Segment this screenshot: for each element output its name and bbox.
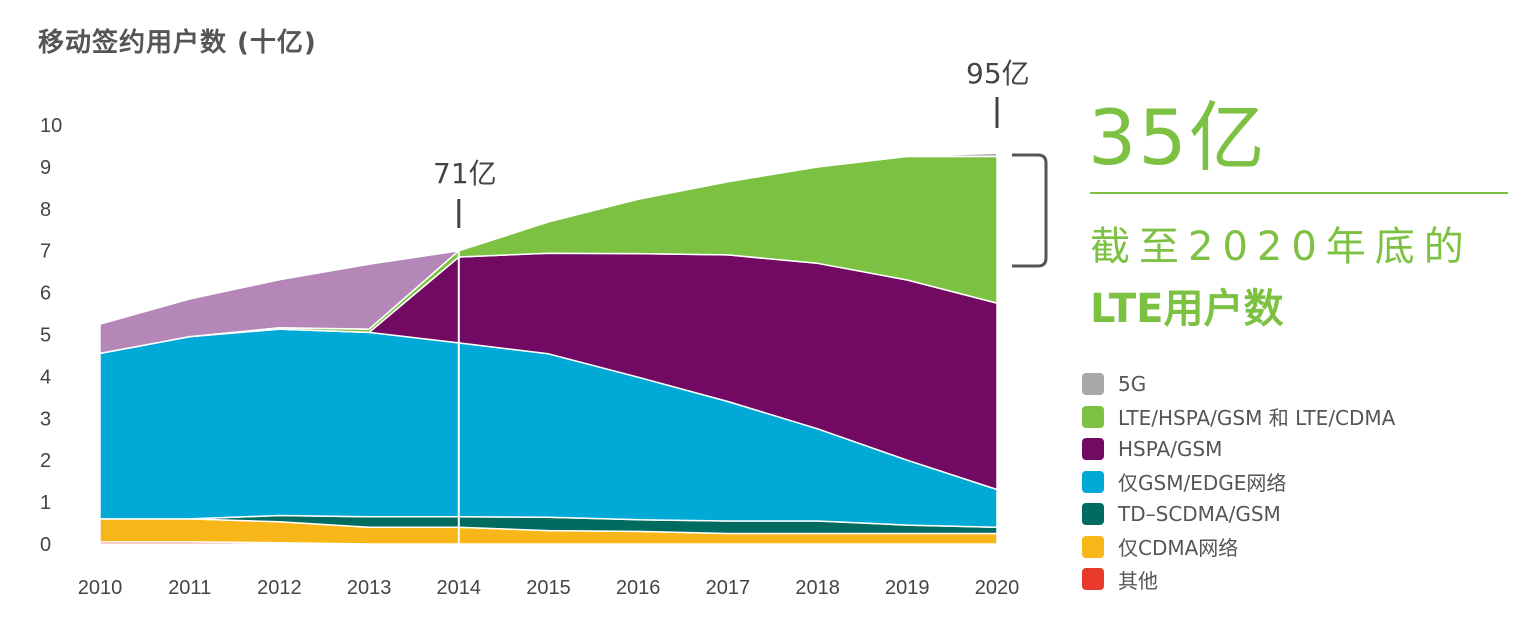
legend-item: TD–SCDMA/GSM	[1082, 498, 1395, 531]
y-tick-label: 6	[40, 283, 51, 305]
lte-highlight-number: 35亿	[1088, 93, 1267, 182]
legend-swatch	[1082, 373, 1104, 396]
x-tick-label: 2016	[616, 577, 661, 599]
legend-item: 其他	[1082, 563, 1395, 596]
y-tick-label: 1	[40, 492, 51, 514]
legend-label: 仅CDMA网络	[1118, 536, 1239, 561]
y-tick-label: 0	[40, 534, 51, 556]
legend-label: 其他	[1118, 568, 1158, 593]
callout-2014: 71亿	[433, 157, 497, 190]
highlight-divider	[1090, 192, 1508, 194]
legend-label: LTE/HSPA/GSM 和 LTE/CDMA	[1118, 406, 1396, 431]
callout-2020: 95亿	[966, 57, 1030, 90]
x-tick-label: 2017	[706, 577, 751, 599]
legend-item: 仅GSM/EDGE网络	[1082, 466, 1395, 499]
legend-swatch	[1082, 438, 1104, 461]
legend-swatch	[1082, 405, 1104, 428]
x-tick-label: 2020	[975, 577, 1020, 599]
lte-bracket	[1012, 153, 1048, 268]
x-axis-ticks: 2010 2011 2012 2013 2014 2015 2016 2017 2018 2019…	[78, 577, 1020, 599]
area-series	[99, 152, 998, 325]
legend: 5G LTE/HSPA/GSM 和 LTE/CDMA HSPA/GSM 仅GSM…	[1082, 368, 1395, 596]
legend-item: 仅CDMA网络	[1082, 531, 1395, 564]
legend-label: 5G	[1118, 372, 1147, 397]
legend-swatch	[1082, 503, 1104, 526]
legend-swatch	[1082, 568, 1104, 591]
legend-item: LTE/HSPA/GSM 和 LTE/CDMA	[1082, 401, 1395, 434]
y-tick-label: 7	[40, 241, 51, 263]
y-tick-label: 2	[40, 450, 51, 472]
lte-highlight-line1: 截至2020年底的	[1090, 224, 1473, 270]
legend-label: TD–SCDMA/GSM	[1118, 502, 1281, 527]
y-axis-ticks: 0 1 2 3 4 5 6 7 8 9 10	[40, 115, 62, 556]
series-areas	[99, 152, 998, 545]
y-tick-label: 9	[40, 157, 51, 179]
y-tick-label: 5	[40, 325, 51, 347]
legend-label: 仅GSM/EDGE网络	[1118, 471, 1287, 496]
x-tick-label: 2010	[78, 577, 123, 599]
x-tick-label: 2019	[885, 577, 930, 599]
legend-item: 5G	[1082, 368, 1395, 401]
x-tick-label: 2013	[347, 577, 392, 599]
legend-swatch	[1082, 470, 1104, 493]
x-tick-label: 2014	[437, 577, 482, 599]
legend-swatch	[1082, 535, 1104, 558]
x-tick-label: 2012	[257, 577, 302, 599]
y-tick-label: 3	[40, 408, 51, 430]
x-tick-label: 2015	[526, 577, 571, 599]
y-tick-label: 8	[40, 199, 51, 221]
chart-title: 移动签约用户数 (十亿)	[38, 28, 317, 58]
x-tick-label: 2011	[168, 577, 211, 599]
x-tick-label: 2018	[795, 577, 840, 599]
y-tick-label: 4	[40, 366, 51, 388]
legend-label: HSPA/GSM	[1118, 437, 1223, 462]
lte-highlight-line2: LTE用户数	[1090, 286, 1284, 332]
y-tick-label: 10	[40, 115, 62, 137]
legend-item: HSPA/GSM	[1082, 433, 1395, 466]
